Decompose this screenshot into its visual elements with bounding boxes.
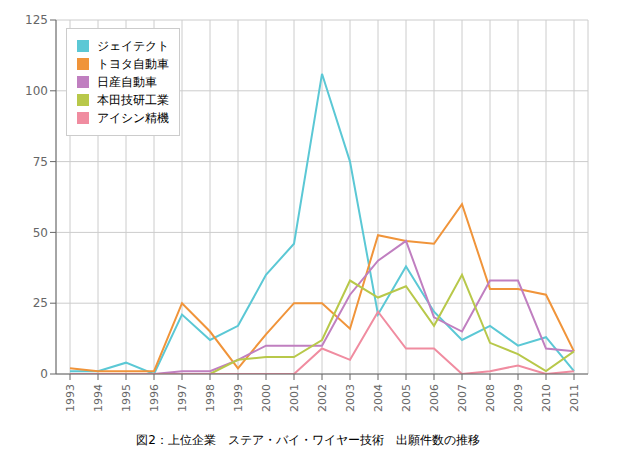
svg-text:2011: 2011 [568,384,581,412]
svg-text:1994: 1994 [92,384,105,412]
html-text:アイシン精機: アイシン精機 [97,111,169,125]
svg-text:1993: 1993 [64,384,77,412]
svg-text:1996: 1996 [148,384,161,412]
html-text:トヨタ自動車: トヨタ自動車 [97,57,169,71]
svg-text:2003: 2003 [344,384,357,412]
svg-text:2000: 2000 [260,384,273,412]
svg-text:2004: 2004 [372,384,385,412]
svg-text:2005: 2005 [400,384,413,412]
svg-text:75: 75 [33,155,48,169]
svg-text:2006: 2006 [428,384,441,412]
html-text:日産自動車: 日産自動車 [97,75,157,89]
svg-text:25: 25 [33,296,48,310]
html-text:ジェイテクト: ジェイテクト [97,39,169,53]
svg-text:1995: 1995 [120,384,133,412]
svg-text:1997: 1997 [176,384,189,412]
html-text:図2：上位企業 ステア・バイ・ワイヤー技術 出願件数の推移: 図2：上位企業 ステア・バイ・ワイヤー技術 出願件数の推移 [136,433,480,447]
html-text:本田技研工業: 本田技研工業 [97,93,169,107]
svg-text:2002: 2002 [316,384,329,412]
svg-text:2001: 2001 [288,384,301,412]
svg-text:2007: 2007 [456,384,469,412]
svg-text:1998: 1998 [204,384,217,412]
svg-text:2009: 2009 [512,384,525,412]
svg-text:50: 50 [33,226,48,240]
svg-text:100: 100 [25,84,48,98]
svg-text:1999: 1999 [232,384,245,412]
svg-text:125: 125 [25,13,48,27]
svg-text:2008: 2008 [484,384,497,412]
svg-text:0: 0 [40,367,48,381]
svg-text:2010: 2010 [540,384,553,412]
